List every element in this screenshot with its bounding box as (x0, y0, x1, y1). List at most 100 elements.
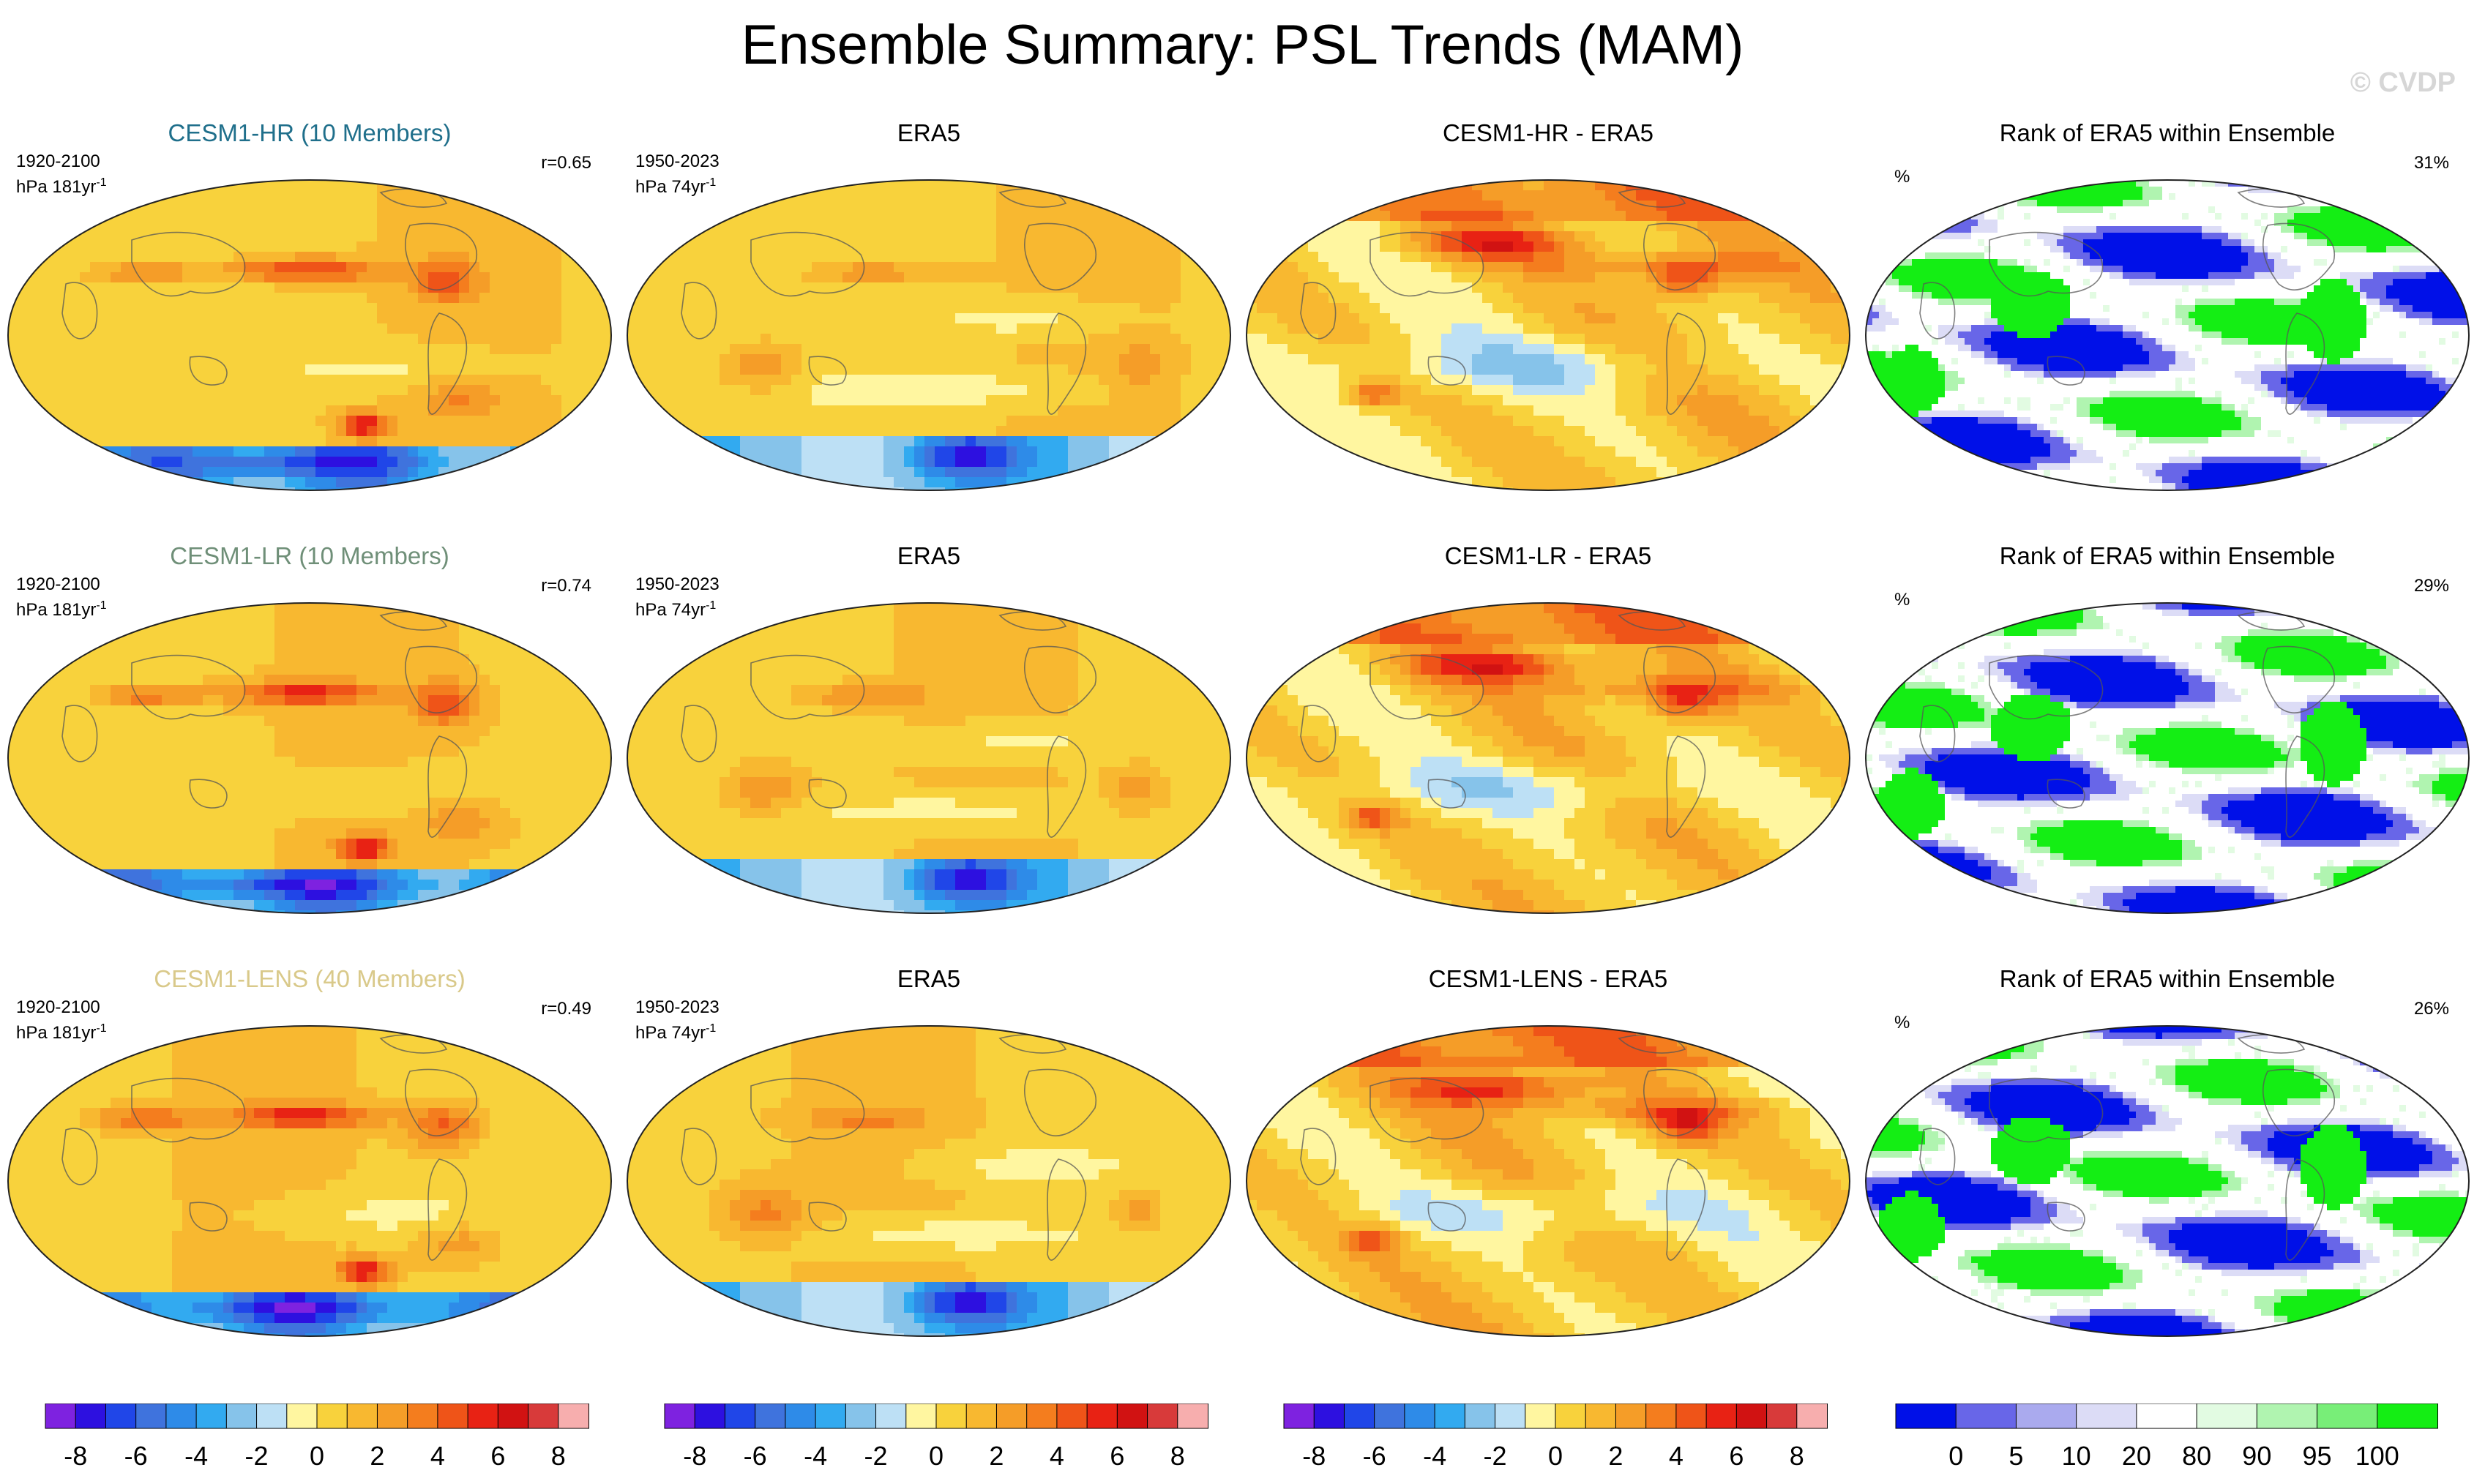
row2-rank-title: Rank of ERA5 within Ensemble (1858, 541, 2477, 571)
trend-colorbar-1-swatch (287, 1404, 318, 1428)
trend-colorbar-3-tick-label: 4 (1669, 1441, 1684, 1471)
row1-rank-title: Rank of ERA5 within Ensemble (1858, 119, 2477, 148)
trend-colorbar-3-tick-label: 6 (1729, 1441, 1744, 1471)
row3-pattern-correlation: r=0.49 (541, 998, 591, 1019)
row3-obs-period-units-exponent: -1 (706, 1022, 716, 1035)
trend-colorbar-2-swatch (725, 1404, 755, 1428)
trend-colorbar-2-swatch (966, 1404, 997, 1428)
rank-colorbar-swatch (1896, 1404, 1957, 1428)
row2-model-period-units-exponent: -1 (96, 599, 106, 612)
row2-rank-map (1858, 539, 2477, 919)
row3-rank-units: % (1894, 1013, 1910, 1033)
row1-pattern-correlation: r=0.65 (541, 152, 591, 173)
trend-colorbar-3-swatch (1284, 1404, 1315, 1428)
trend-colorbar-2-tick-label: -8 (683, 1441, 706, 1471)
row2-model-title: CESM1-LR (10 Members) (0, 541, 619, 571)
trend-colorbar-2-swatch (1178, 1404, 1208, 1428)
rank-colorbar-tick-label: 90 (2242, 1441, 2271, 1471)
trend-colorbar-3-swatch (1435, 1404, 1465, 1428)
trend-colorbar-1-swatch (317, 1404, 348, 1428)
row1-diff-title: CESM1-HR - ERA5 (1238, 119, 1858, 148)
trend-colorbar-1-swatch (528, 1404, 559, 1428)
trend-colorbar-1-swatch (377, 1404, 408, 1428)
row3-model-title: CESM1-LENS (40 Members) (0, 964, 619, 994)
row2-pattern-correlation: r=0.74 (541, 575, 591, 596)
trend-colorbar-2-tick-label: 4 (1050, 1441, 1064, 1471)
trend-colorbar-1-tick-label: 6 (490, 1441, 505, 1471)
row3-model-period-units-exponent: -1 (96, 1022, 106, 1035)
trend-colorbar-1-swatch (226, 1404, 257, 1428)
trend-colorbar-3-swatch (1555, 1404, 1586, 1428)
row1-rank-map (1858, 116, 2477, 496)
row3-rank-percent: 26% (2414, 998, 2449, 1019)
row1-rank-panel: Rank of ERA5 within Ensemble%31% (1858, 116, 2477, 496)
trend-colorbar-3-tick-label: 8 (1790, 1441, 1804, 1471)
trend-colorbar-2-tick-label: -2 (864, 1441, 888, 1471)
trend-colorbar-2-swatch (845, 1404, 876, 1428)
row3-obs-title: ERA5 (619, 964, 1238, 994)
trend-colorbar-1-swatch (75, 1404, 106, 1428)
trend-colorbar-3-tick-label: -2 (1484, 1441, 1507, 1471)
trend-colorbar-1-swatch (105, 1404, 136, 1428)
trend-colorbar-1-swatch (166, 1404, 197, 1428)
row2-rank-units: % (1894, 590, 1910, 610)
rank-colorbar-swatch (2317, 1404, 2378, 1428)
rank-colorbar-swatch (2257, 1404, 2317, 1428)
trend-colorbar-3-tick-label: -4 (1423, 1441, 1446, 1471)
trend-colorbar-1-tick-label: -6 (124, 1441, 148, 1471)
row2-rank-percent: 29% (2414, 575, 2449, 596)
trend-colorbar-1-tick-label: 4 (430, 1441, 445, 1471)
trend-colorbar-1-tick-label: 2 (370, 1441, 384, 1471)
rank-colorbar-tick-label: 100 (2355, 1441, 2399, 1471)
trend-colorbar-2-swatch (996, 1404, 1027, 1428)
trend-colorbar-2-tick-label: 8 (1170, 1441, 1185, 1471)
trend-colorbar-3-swatch (1646, 1404, 1677, 1428)
row1-obs-title: ERA5 (619, 119, 1238, 148)
trend-colorbar-2-swatch (906, 1404, 937, 1428)
trend-colorbar-1-tick-label: 8 (551, 1441, 566, 1471)
row3-diff-map (1238, 962, 1858, 1342)
trend-colorbar-2-tick-label: 6 (1110, 1441, 1124, 1471)
rank-colorbar-tick-label: 5 (2008, 1441, 2023, 1471)
trend-colorbar-1-tick-label: 0 (310, 1441, 324, 1471)
rank-colorbar-swatch (2197, 1404, 2257, 1428)
trend-colorbar-1-swatch (136, 1404, 167, 1428)
trend-colorbar-2-swatch (755, 1404, 786, 1428)
trend-colorbar-2-tick-label: 0 (929, 1441, 943, 1471)
row1-rank-units: % (1894, 167, 1910, 187)
trend-colorbar-1-swatch (408, 1404, 438, 1428)
trend-colorbar-2-tick-label: -4 (804, 1441, 827, 1471)
row3-diff-title: CESM1-LENS - ERA5 (1238, 964, 1858, 994)
trend-colorbar-2-swatch (785, 1404, 816, 1428)
trend-colorbar-3-swatch (1375, 1404, 1405, 1428)
row2-obs-period-units-exponent: -1 (706, 599, 716, 612)
row1-diff-map (1238, 116, 1858, 496)
trend-colorbar-3-tick-label: 2 (1608, 1441, 1623, 1471)
rank-colorbar-tick-label: 0 (1948, 1441, 1963, 1471)
row2-obs-title: ERA5 (619, 541, 1238, 571)
trend-colorbar-1-swatch (196, 1404, 227, 1428)
rank-colorbar-swatch (2077, 1404, 2137, 1428)
row2-diff-panel: CESM1-LR - ERA5 (1238, 539, 1858, 919)
row3-diff-panel: CESM1-LENS - ERA5 (1238, 962, 1858, 1342)
trend-colorbar-3-swatch (1525, 1404, 1556, 1428)
trend-colorbar-2-swatch (815, 1404, 846, 1428)
trend-colorbar-2-swatch (695, 1404, 725, 1428)
trend-colorbar-3-swatch (1405, 1404, 1435, 1428)
rank-colorbar-tick-label: 10 (2062, 1441, 2091, 1471)
row2-rank-panel: Rank of ERA5 within Ensemble% 29% (1858, 539, 2477, 919)
